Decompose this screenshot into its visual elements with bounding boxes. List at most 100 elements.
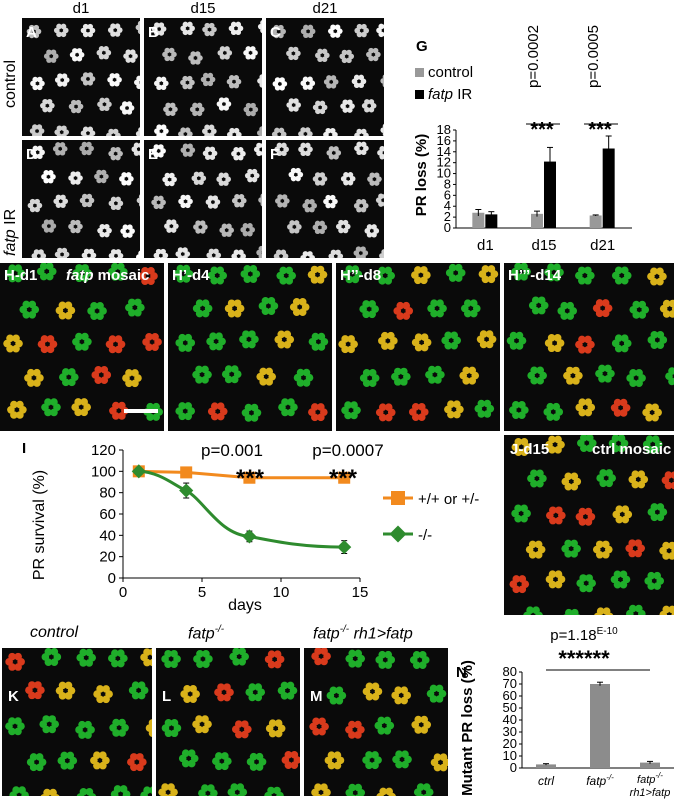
x-axis-label-I: days (228, 597, 262, 614)
y-tick-label-N: 70 (503, 676, 517, 691)
ommatidia-texture (3, 263, 163, 421)
bar-N (536, 764, 556, 768)
ommatidia-texture (506, 263, 674, 422)
panel-letter-I: I (22, 440, 27, 457)
bar-G (602, 148, 615, 228)
x-tick-label-G: d21 (590, 237, 615, 254)
y-axis-label-G: PR loss (%) (413, 134, 430, 217)
y-tick-label-G: 0 (444, 220, 451, 235)
micrograph-H-d8: H’’-d8 (336, 263, 500, 431)
pvalue-I-d8: p=0.001 (201, 441, 263, 460)
y-tick-label-N: 0 (510, 760, 517, 775)
bar-G (589, 215, 602, 228)
title-M: fatp-/- rh1>fatp (313, 624, 413, 643)
bar-G (485, 214, 498, 228)
data-point-I (337, 539, 352, 555)
ommatidia-texture (5, 648, 152, 796)
ommatidia-texture (151, 20, 262, 136)
stars-G-d15: *** (530, 119, 554, 141)
ommatidia-texture (158, 648, 300, 796)
micrograph-A: A (22, 18, 140, 136)
bar-N (640, 762, 660, 768)
data-point-I (243, 471, 256, 484)
panel-letter-G: G (416, 38, 428, 55)
y-tick-label-I: 40 (99, 527, 116, 544)
y-tick-label-G: 18 (437, 122, 451, 137)
x-tick-label-G: d15 (531, 237, 556, 254)
ommatidia-texture (151, 142, 262, 258)
x-tick-label-I: 15 (352, 584, 369, 601)
legend-label-fatp-ir: fatp IR (428, 86, 472, 103)
micrograph-M: M (304, 648, 448, 796)
micrograph-H-d14: H’’’-d14 (504, 263, 674, 431)
row-label-control: control (2, 59, 19, 108)
legend-marker-wt (391, 491, 405, 505)
ommatidia-texture (338, 263, 499, 422)
pvalue-G-d21: p=0.0005 (585, 25, 602, 88)
ommatidia-texture (173, 264, 329, 422)
title-L: fatp-/- (188, 624, 225, 643)
pvalue-N: p=1.18E-10 (550, 626, 618, 644)
y-tick-label-G: 6 (444, 187, 451, 202)
stars-I-d8: *** (236, 465, 265, 492)
legend-marker-mut (389, 525, 407, 543)
x-label-fatp: fatp-/- (586, 773, 614, 788)
y-tick-label-G: 8 (444, 176, 451, 191)
micrograph-E: E (144, 140, 262, 258)
x-tick-label-I: 5 (198, 584, 206, 601)
y-tick-label-I: 20 (99, 549, 116, 566)
legend-label-mut: -/- (418, 527, 432, 544)
series-line-I (138, 469, 345, 480)
y-tick-label-N: 20 (503, 736, 517, 751)
micrograph-D: D (22, 140, 140, 258)
y-tick-label-G: 10 (437, 166, 451, 181)
bar-G (544, 161, 556, 228)
y-tick-label-N: 10 (503, 748, 517, 763)
ommatidia-texture (273, 141, 384, 258)
x-tick-label-I: 10 (273, 584, 290, 601)
title-K: control (30, 624, 79, 641)
pvalue-I-d14: p=0.0007 (312, 441, 383, 460)
micrograph-C: C (266, 18, 384, 136)
scale-bar (124, 409, 158, 413)
y-tick-label-G: 14 (437, 144, 451, 159)
micrograph-J-ctrl-mosaic: J-d15 ctrl mosaic (504, 435, 674, 615)
micrograph-L: L (156, 648, 300, 796)
x-label-fatp-rescue: fatp-/- (637, 771, 663, 786)
stars-G-d21: *** (588, 119, 612, 141)
ommatidia-texture (309, 648, 448, 796)
col-header-d1: d1 (72, 0, 90, 17)
y-axis-label-N: Mutant PR loss (%) (459, 660, 476, 796)
micrograph-B: B (144, 18, 262, 136)
y-tick-label-I: 80 (99, 485, 116, 502)
y-tick-label-G: 4 (444, 198, 451, 213)
data-point-I (242, 529, 257, 544)
series-line-I (138, 469, 345, 549)
stars-N: ****** (558, 646, 610, 671)
col-header-d15: d15 (190, 0, 216, 17)
bar-N (590, 684, 610, 768)
bar-G (531, 213, 543, 228)
legend-swatch-control (415, 68, 424, 77)
x-tick-label-I: 0 (119, 584, 127, 601)
y-tick-label-G: 16 (437, 133, 451, 148)
y-tick-label-I: 60 (99, 506, 116, 523)
micrograph-K: K (2, 648, 152, 796)
legend-label-control: control (428, 64, 473, 81)
y-tick-label-G: 2 (444, 209, 451, 224)
ommatidia-texture (271, 23, 384, 136)
row-label-fatp-ir: fatp IR (2, 208, 19, 256)
micrograph-H-d1: H-d1 fatp mosaic (0, 263, 164, 431)
y-tick-label-N: 80 (503, 664, 517, 679)
ommatidia-texture (26, 20, 140, 136)
legend-G: control fatp IR (415, 64, 473, 103)
panel-letter-N: N (456, 664, 467, 681)
y-tick-label-G: 12 (437, 155, 451, 170)
pvalue-G-d15: p=0.0002 (525, 25, 542, 88)
x-label-ctrl: ctrl (538, 774, 554, 788)
y-tick-label-I: 100 (91, 463, 116, 480)
y-tick-label-N: 40 (503, 712, 517, 727)
ommatidia-texture (509, 435, 674, 615)
